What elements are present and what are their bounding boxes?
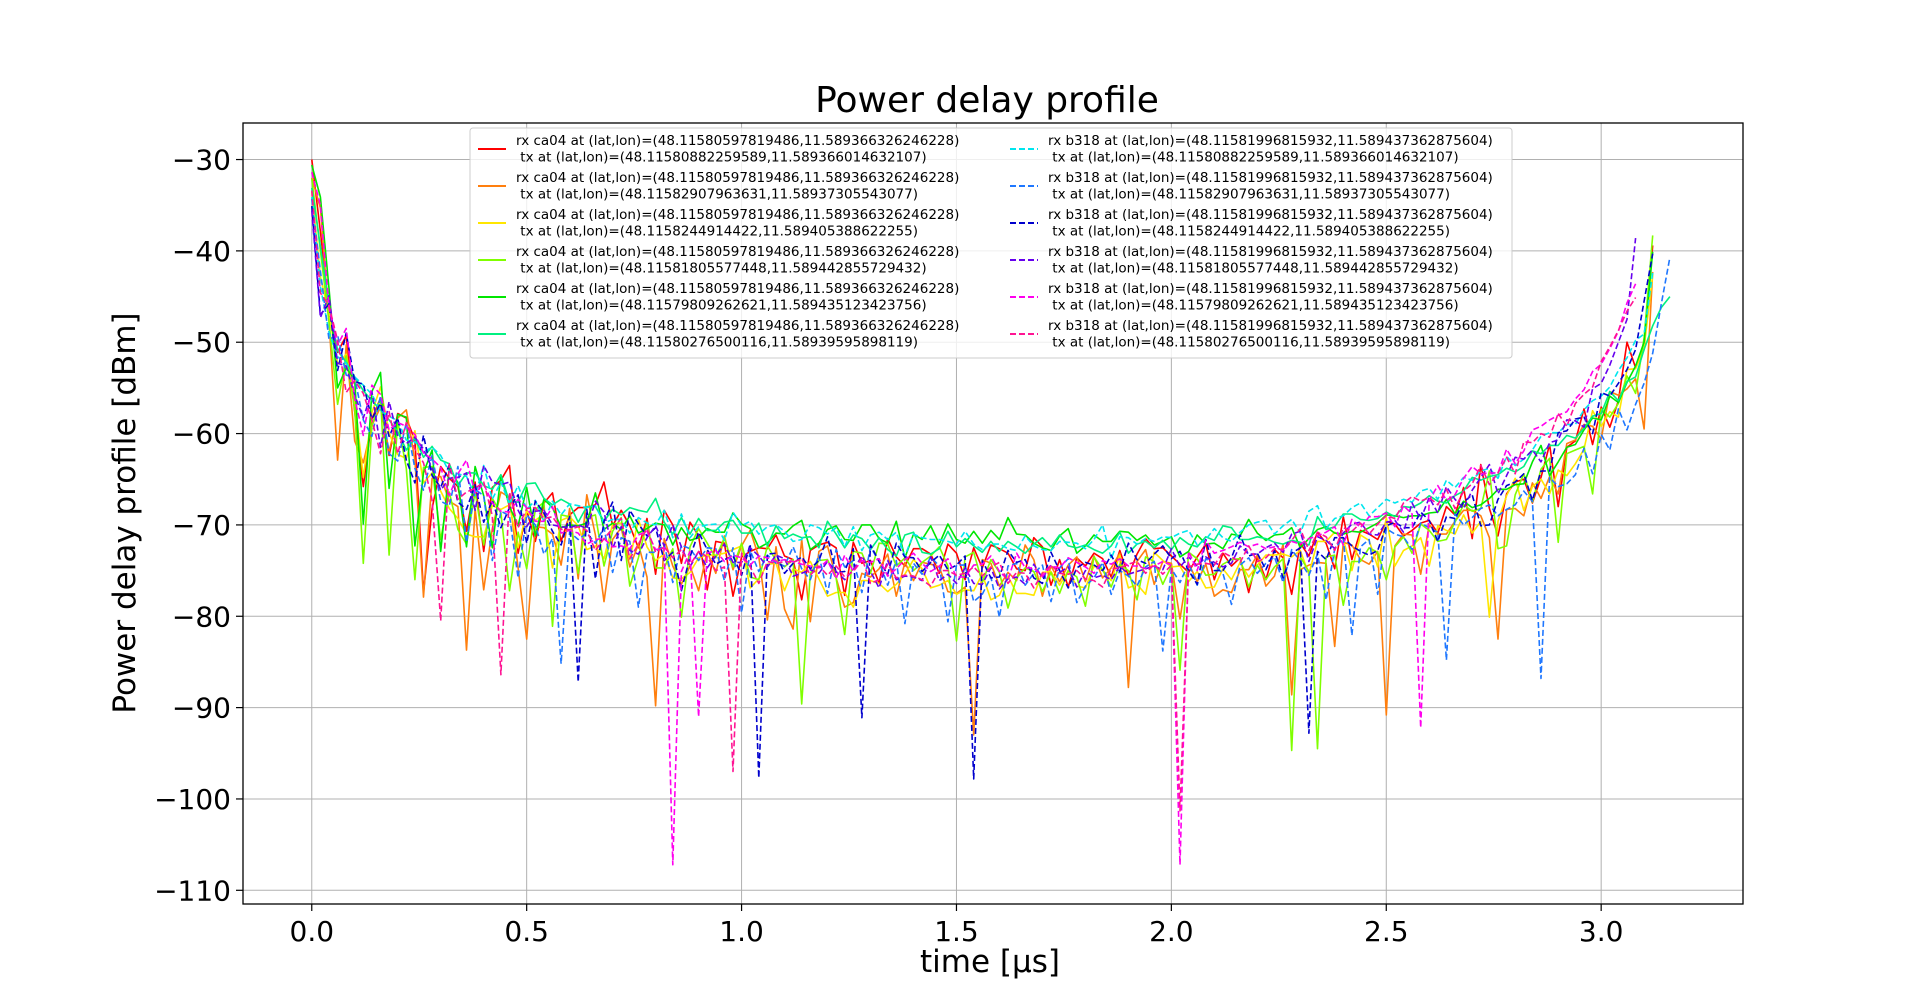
y-tick-label: −60 [172,418,231,451]
x-tick-label: 2.5 [1364,915,1409,948]
x-tick-label: 1.0 [719,915,764,948]
legend-entry: rx b318 at (lat,lon)=(48.11581996815932,… [1048,170,1493,203]
series-line-4 [311,178,1654,752]
x-tick-label: 2.0 [1149,915,1194,948]
series-line-7 [311,196,1654,560]
series-line-11 [311,172,1637,866]
x-axis: 0.0 0.5 1.0 1.5 2.0 2.5 3.0 [290,904,1624,948]
y-tick-label: −30 [172,144,231,177]
y-tick-label: −90 [172,692,231,725]
series-layer [311,159,1671,866]
x-tick-label: 0.5 [504,915,549,948]
x-axis-label: time [μs] [920,944,1060,980]
series-line-5 [311,164,1654,559]
y-tick-label: −100 [154,783,231,816]
legend-entry: rx b318 at (lat,lon)=(48.11581996815932,… [1048,207,1493,240]
series-line-9 [311,206,1654,780]
legend-entry: rx b318 at (lat,lon)=(48.11581996815932,… [1048,244,1493,277]
legend-entry: rx ca04 at (lat,lon)=(48.11580597819486,… [516,170,959,203]
y-tick-label: −40 [172,235,231,268]
legend-entry: rx ca04 at (lat,lon)=(48.11580597819486,… [516,318,959,351]
legend-entry: rx ca04 at (lat,lon)=(48.11580597819486,… [516,207,959,240]
legend-entry: rx ca04 at (lat,lon)=(48.11580597819486,… [516,133,959,166]
x-tick-label: 0.0 [290,915,335,948]
legend-entry: rx ca04 at (lat,lon)=(48.11580597819486,… [516,281,959,314]
legend-entry: rx b318 at (lat,lon)=(48.11581996815932,… [1048,281,1493,314]
legend-entry: rx b318 at (lat,lon)=(48.11581996815932,… [1048,318,1493,351]
plot-area-frame [242,122,1744,905]
y-axis: −30 −40 −50 −60 −70 −80 −90 −100 −110 [154,144,243,907]
y-tick-label: −70 [172,509,231,542]
series-line-10 [311,210,1637,590]
x-tick-label: 3.0 [1579,915,1624,948]
x-tick-label: 1.5 [934,915,979,948]
legend-frame [469,127,1513,359]
legend-entry: rx b318 at (lat,lon)=(48.11581996815932,… [1048,133,1493,166]
series-line-6 [311,187,1671,557]
y-tick-label: −80 [172,600,231,633]
legend-entry: rx ca04 at (lat,lon)=(48.11580597819486,… [516,244,959,277]
series-line-12 [311,190,1637,812]
y-tick-label: −50 [172,326,231,359]
y-tick-label: −110 [154,874,231,907]
y-axis-label: Power delay profile [dBm] [107,312,143,713]
legend: rx ca04 at (lat,lon)=(48.11580597819486,… [469,127,1513,359]
chart-title: Power delay profile [815,80,1159,121]
